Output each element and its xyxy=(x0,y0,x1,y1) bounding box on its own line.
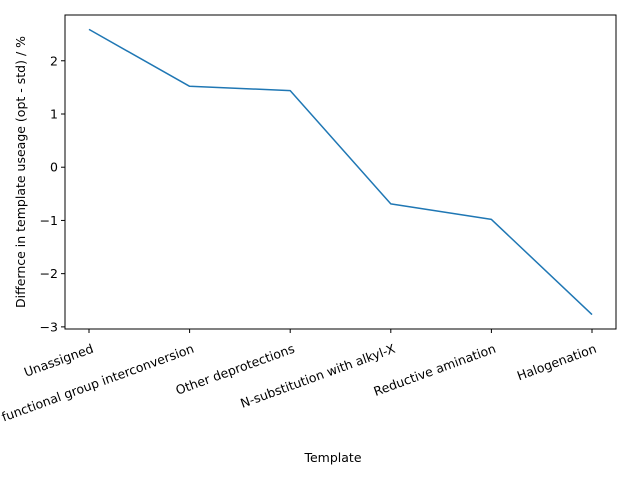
x-axis: UnassignedOther functional group interco… xyxy=(0,329,598,438)
series-line-0 xyxy=(88,28,593,316)
y-tick-label-5: 2 xyxy=(50,53,58,68)
x-axis-label: Template xyxy=(303,450,361,465)
y-tick-label-2: −1 xyxy=(40,213,58,228)
x-tick-label-0: Unassigned xyxy=(22,341,95,380)
y-tick-label-4: 1 xyxy=(50,106,58,121)
series-layer xyxy=(88,28,593,316)
y-axis: −3 −2 −1 0 1 2 xyxy=(40,53,65,334)
x-tick-label-1: Other functional group interconversion xyxy=(0,341,196,438)
y-tick-label-0: −3 xyxy=(40,319,58,334)
y-tick-label-3: 0 xyxy=(50,160,58,175)
y-tick-label-1: −2 xyxy=(40,266,58,281)
x-tick-label-5: Halogenation xyxy=(515,341,598,384)
y-axis-label: Differnce in template useage (opt - std)… xyxy=(13,36,28,308)
